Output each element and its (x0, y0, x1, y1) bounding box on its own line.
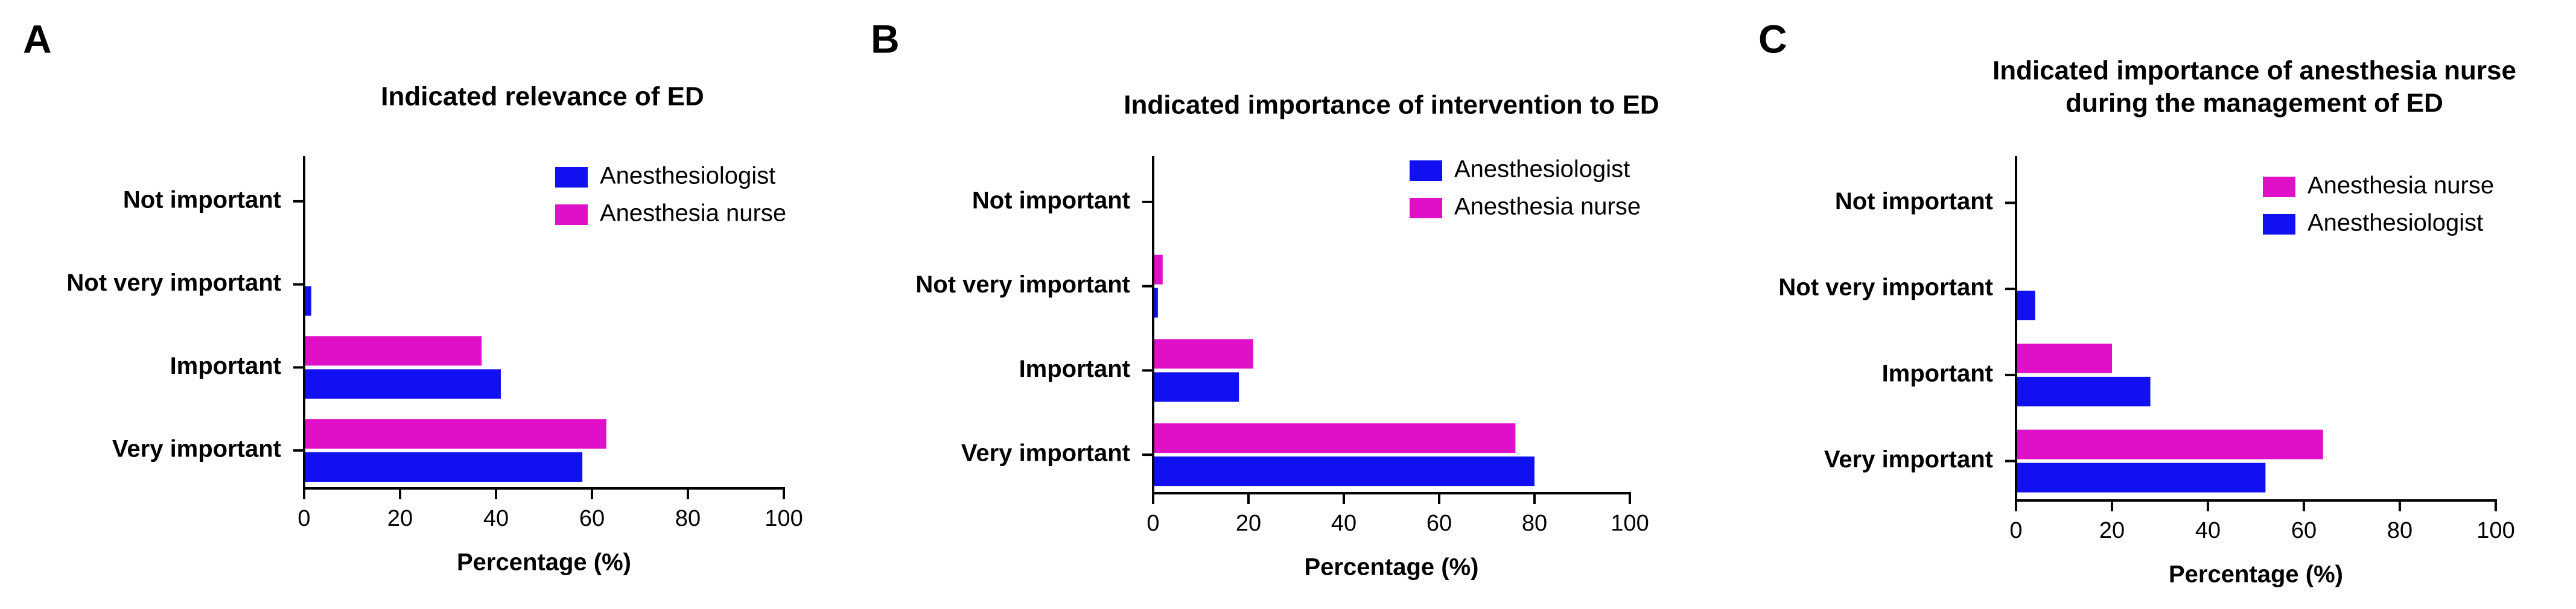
bar (1153, 339, 1253, 369)
panel-label: B (871, 16, 900, 61)
x-axis-label: Percentage (%) (2169, 561, 2343, 588)
x-tick-label: 60 (2291, 518, 2317, 543)
x-tick-label: 20 (387, 506, 413, 531)
legend-swatch (555, 167, 588, 188)
bar (1153, 456, 1534, 487)
y-tick-label: Important (1882, 360, 1993, 387)
chart-title: Indicated importance of anesthesia nurse (1992, 56, 2516, 86)
legend-label: Anesthesiologist (600, 163, 775, 189)
bar (2016, 462, 2266, 493)
x-tick-label: 100 (765, 506, 803, 531)
y-tick-label: Not important (1835, 188, 1993, 215)
bar (2016, 429, 2323, 459)
bar (1153, 372, 1239, 402)
bar (304, 419, 606, 449)
x-tick-label: 40 (483, 506, 509, 531)
legend-swatch (1410, 160, 1442, 181)
y-tick-label: Important (1019, 356, 1130, 382)
x-tick-label: 0 (1146, 511, 1159, 536)
x-tick-label: 20 (1236, 511, 1261, 536)
chart-title: during the management of ED (2066, 89, 2443, 118)
bar (1153, 254, 1163, 285)
y-tick-label: Very important (1824, 446, 1993, 473)
x-tick-label: 0 (2009, 518, 2022, 543)
y-tick-label: Not very important (1778, 274, 1993, 301)
legend-label: Anesthesiologist (1454, 156, 1630, 183)
panel-label: C (1758, 16, 1787, 61)
bar (2016, 376, 2151, 406)
legend-label: Anesthesia nurse (1454, 194, 1641, 220)
y-tick-label: Very important (112, 436, 281, 462)
y-tick-label: Important (170, 353, 281, 379)
legend-label: Anesthesiologist (2307, 210, 2483, 236)
x-tick-label: 100 (2476, 518, 2514, 543)
x-axis-label: Percentage (%) (457, 549, 631, 576)
legend-label: Anesthesia nurse (600, 200, 786, 227)
y-tick-label: Not important (972, 187, 1130, 213)
y-tick-label: Not very important (66, 270, 281, 296)
legend-swatch (2263, 177, 2295, 197)
x-tick-label: 20 (2099, 518, 2125, 543)
legend-swatch (1410, 198, 1442, 218)
x-axis-label: Percentage (%) (1305, 554, 1479, 581)
x-tick-label: 60 (579, 506, 605, 531)
x-tick-label: 80 (675, 506, 701, 531)
bar (304, 336, 482, 366)
x-tick-label: 0 (297, 506, 310, 531)
bar (304, 452, 583, 482)
chart-title: Indicated relevance of ED (381, 82, 704, 112)
chart-title: Indicated importance of intervention to … (1124, 90, 1659, 120)
bar (2016, 343, 2112, 373)
x-tick-label: 100 (1611, 511, 1649, 536)
x-tick-label: 40 (1331, 511, 1356, 536)
bar (304, 369, 501, 399)
y-tick-label: Very important (961, 440, 1130, 467)
x-tick-label: 80 (2387, 518, 2412, 543)
x-tick-label: 40 (2195, 518, 2221, 543)
bar (1153, 423, 1516, 453)
y-tick-label: Not important (123, 186, 281, 213)
x-tick-label: 80 (1522, 511, 1547, 536)
x-tick-label: 60 (1426, 511, 1452, 536)
bar (1153, 288, 1158, 318)
legend-swatch (2263, 214, 2295, 235)
panel-label: A (23, 16, 52, 61)
bar (2016, 291, 2035, 321)
legend-label: Anesthesia nurse (2307, 172, 2494, 199)
legend-swatch (555, 204, 588, 225)
y-tick-label: Not very important (915, 271, 1130, 298)
bar (304, 286, 311, 316)
